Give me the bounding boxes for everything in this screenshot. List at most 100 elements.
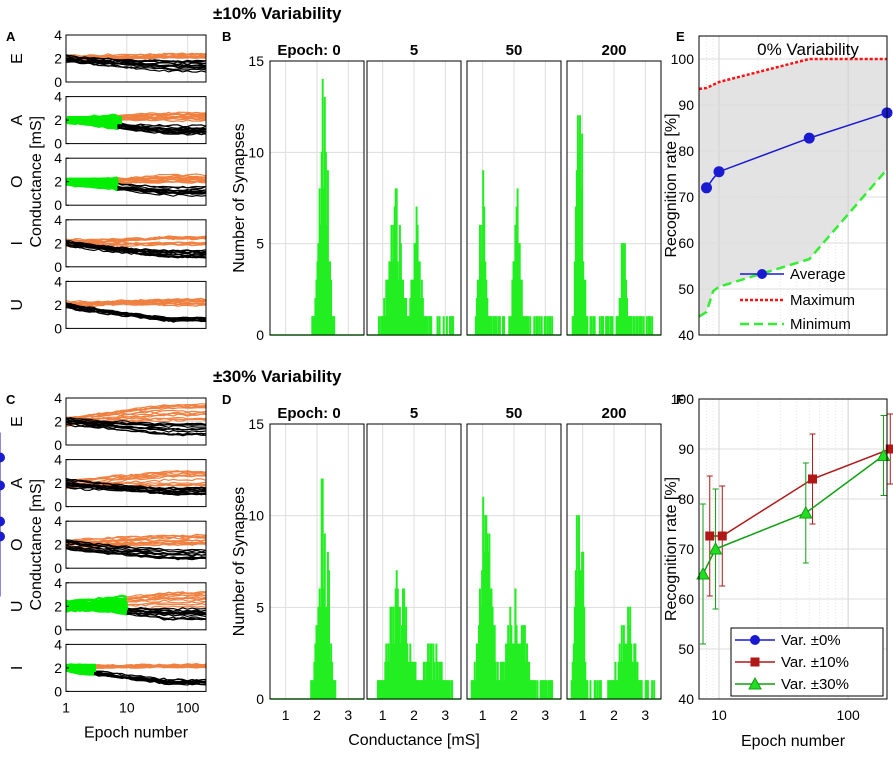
histogram-subplot-0: Epoch: 0 0 5 10 15 [248, 42, 365, 343]
initial-band [67, 663, 97, 673]
y-tick-label: 5 [256, 236, 264, 252]
histogram-bar [651, 316, 654, 336]
y-tick-label: 50 [678, 281, 694, 297]
legend-marker [748, 676, 762, 690]
x-tick-label: 3 [344, 707, 352, 723]
histogram-subplot-2: 50 1 2 3 [466, 405, 562, 723]
panel-letter-b: B [222, 29, 231, 44]
y-tick-label: 100 [671, 391, 695, 407]
trace-subplot-u: 0 2 4 U [9, 575, 207, 638]
histogram-bar [536, 316, 539, 336]
inhibited-trace [65, 304, 207, 322]
y-tick-label: 4 [54, 452, 62, 468]
variability-band [699, 59, 887, 317]
data-point [885, 444, 893, 454]
histogram-bar [538, 316, 541, 336]
data-point [696, 566, 710, 580]
histogram-bar [589, 680, 592, 700]
vowel-label: O [9, 175, 26, 187]
legend-entry: Average [790, 266, 846, 283]
histogram-bar [438, 316, 441, 336]
trace-subplot-a: 0 2 4 A [9, 89, 207, 152]
vowel-label: E [9, 53, 26, 64]
histogram-frame [269, 423, 365, 700]
trace-subplot-u: 0 2 4 U [9, 273, 207, 336]
data-point [708, 541, 723, 555]
chart-frame [698, 398, 888, 700]
histogram-bar [653, 680, 656, 700]
x-axis-label: Conductance [mS] [348, 732, 480, 749]
inhibited-trace [65, 417, 207, 426]
histogram-bar [596, 680, 599, 700]
average-point [713, 166, 725, 178]
histogram-bar [536, 680, 539, 700]
x-tick-label: 2 [410, 707, 418, 723]
histogram-bar [593, 316, 596, 336]
histogram-bar [540, 316, 543, 336]
y-tick-label: 0 [54, 320, 62, 336]
y-tick-label: 90 [678, 97, 694, 113]
x-tick-label: 1 [379, 707, 387, 723]
histogram-bar [442, 316, 445, 336]
y-tick-label: 2 [54, 537, 62, 553]
y-axis-label: Conductance [mS] [28, 116, 45, 248]
y-tick-label: 0 [54, 136, 62, 152]
x-tick-label: 3 [441, 707, 449, 723]
x-tick-label: 1 [479, 707, 487, 723]
data-point [0, 452, 5, 463]
excited-trace [65, 411, 207, 419]
y-tick-label: 100 [671, 51, 695, 67]
histogram-subplot-3: 200 1 2 3 [566, 405, 662, 723]
histogram-bar [545, 680, 548, 700]
legend-entry: Var. ±30% [781, 676, 849, 693]
y-tick-label: 0 [54, 683, 62, 699]
y-tick-label: 80 [678, 143, 694, 159]
data-point [0, 516, 5, 527]
histogram-bar [334, 680, 337, 700]
histogram-bar [590, 316, 593, 336]
histogram-subplot-1: 5 [366, 42, 462, 336]
data-point [717, 531, 727, 541]
trace-subplot-o: 0 2 4 O [9, 513, 207, 576]
panel-e-recognition: 40 50 60 70 80 90 100 0% Variability Average Maxi… [663, 35, 893, 343]
panel-letter-f: F [676, 392, 684, 407]
histogram-bar [549, 316, 551, 336]
average-point [803, 132, 815, 144]
initial-band [67, 177, 119, 186]
y-tick-label: 10 [248, 508, 264, 524]
inhibited-trace [65, 58, 207, 71]
legend-marker-average [757, 269, 767, 279]
y-tick-label: 60 [678, 235, 694, 251]
epoch-label: 5 [410, 42, 418, 59]
y-tick-label: 4 [54, 390, 62, 406]
histogram-bar [630, 316, 633, 336]
histogram-bar [599, 680, 602, 700]
x-tick-label: 1 [62, 699, 70, 715]
y-tick-label: 4 [54, 575, 62, 591]
chart-frame [698, 35, 888, 336]
excited-trace [65, 470, 207, 482]
initial-trace [65, 598, 127, 603]
heading-top: ±10% Variability [213, 4, 342, 23]
histogram-bar [633, 316, 636, 336]
x-tick-label: 100 [176, 699, 200, 715]
histogram-bar [586, 316, 589, 336]
y-tick-label: 0 [54, 74, 62, 90]
y-tick-label: 0 [54, 560, 62, 576]
y-tick-label: 2 [54, 660, 62, 676]
histogram-frame [466, 60, 562, 336]
panel-d-histograms: Epoch: 0 0 5 10 15 1 2 3 5 1 2 3 50 1 2 3 200 1 2 3 Number o… [231, 405, 662, 749]
series-line [702, 454, 884, 575]
inhibited-trace [65, 240, 207, 258]
histogram-bar [546, 316, 549, 336]
legend-marker [750, 635, 760, 645]
histogram-bar [498, 316, 501, 336]
inhibited-trace [65, 306, 207, 323]
y-tick-label: 40 [678, 327, 694, 343]
epoch-label: 200 [601, 405, 626, 422]
excited-trace [65, 416, 206, 421]
histogram-frame [366, 423, 462, 700]
data-point [0, 480, 5, 491]
